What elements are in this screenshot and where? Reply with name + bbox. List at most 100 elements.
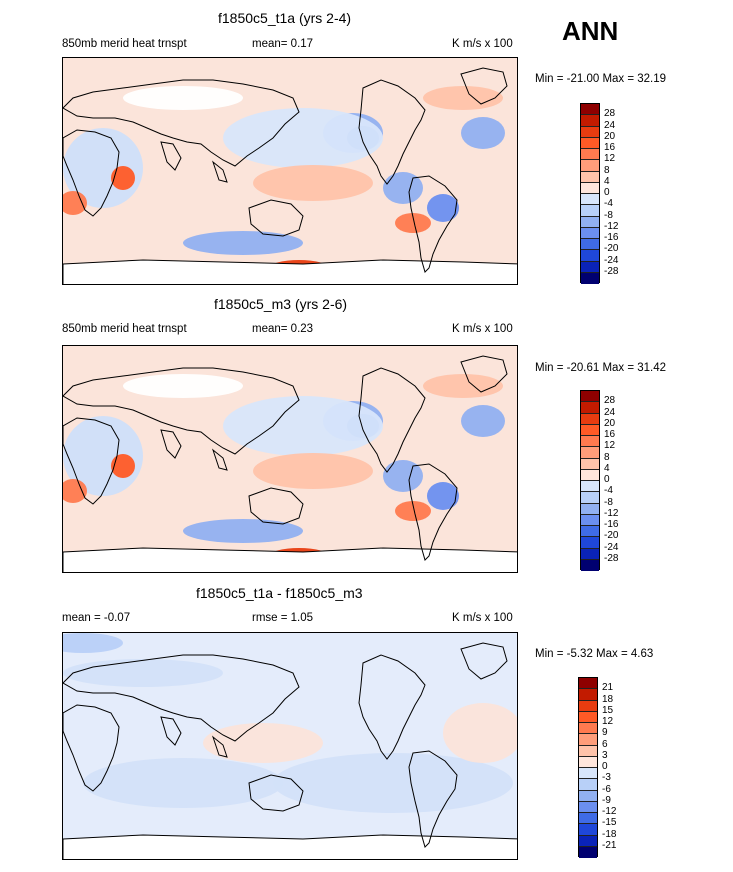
colorbar-swatch: [581, 503, 599, 515]
coastline: [63, 129, 120, 217]
colorbar-swatch: [581, 402, 599, 414]
coastline: [63, 367, 300, 455]
field-contour-region: [183, 519, 303, 543]
colorbar-tick-label: -28: [604, 265, 619, 277]
colorbar-swatch: [579, 700, 597, 712]
coastline: [160, 716, 182, 746]
colorbar-swatch: [579, 745, 597, 757]
colorbar-swatch: [581, 559, 599, 571]
colorbar-tick-label: 28: [604, 395, 616, 407]
colorbar-swatch: [581, 548, 599, 560]
panel3-title: f1850c5_t1a - f1850c5_m3: [196, 585, 363, 601]
colorbar-tick-label: -9: [602, 794, 611, 806]
colorbar-swatch: [581, 514, 599, 526]
colorbar-tick-label: -28: [604, 552, 619, 564]
colorbar-swatch: [581, 469, 599, 481]
coastline: [63, 79, 300, 167]
colorbar-swatch: [579, 689, 597, 701]
colorbar-tick-label: -15: [602, 817, 617, 829]
colorbar-swatch: [581, 413, 599, 425]
colorbar-swatch: [581, 104, 599, 116]
coastline: [460, 355, 508, 393]
colorbar-tick-label: -24: [604, 541, 619, 553]
field-contour-region: [423, 86, 503, 110]
colorbar-swatch: [579, 734, 597, 746]
colorbar-tick-label: 20: [604, 417, 616, 429]
colorbar-tick-label: -18: [602, 828, 617, 840]
panel2-variable-label: 850mb merid heat trnspt: [62, 323, 187, 335]
colorbar-tick-label: 6: [602, 738, 608, 750]
colorbar-swatch: [581, 526, 599, 538]
coastline: [63, 259, 517, 284]
colorbar-swatch: [579, 790, 597, 802]
colorbar-swatch: [581, 137, 599, 149]
coastline: [160, 141, 182, 171]
coastline: [160, 429, 182, 459]
colorbar-swatch: [581, 205, 599, 217]
field-contour-region: [83, 758, 283, 808]
field-contour-region: [273, 753, 513, 813]
colorbar-swatch: [581, 261, 599, 273]
colorbar-swatch: [581, 424, 599, 436]
field-contour-region: [253, 453, 373, 489]
field-contour-region: [111, 454, 135, 478]
coastline: [460, 642, 508, 680]
colorbar-tick-label: 0: [604, 187, 610, 198]
colorbar-tick-label: -16: [604, 519, 619, 530]
field-contour-region: [253, 165, 373, 201]
panel3-colorbar: [578, 677, 598, 858]
field-contour-region: [63, 659, 223, 687]
panel2-map: [62, 345, 518, 573]
colorbar-swatch: [581, 481, 599, 493]
colorbar-swatch: [581, 182, 599, 194]
colorbar-tick-label: 16: [604, 142, 616, 153]
colorbar-swatch: [581, 391, 599, 403]
colorbar-swatch: [581, 149, 599, 161]
colorbar-swatch: [579, 824, 597, 836]
panel1-mean-label: mean= 0.17: [252, 38, 314, 50]
field-contour-region: [395, 213, 431, 233]
colorbar-tick-label: 12: [604, 153, 616, 165]
panel1-units-label: K m/s x 100: [452, 38, 513, 50]
panel1-title: f1850c5_t1a (yrs 2-4): [218, 10, 352, 26]
coastline: [358, 79, 426, 185]
colorbar-swatch: [581, 458, 599, 470]
colorbar-tick-label: 15: [602, 704, 614, 716]
panel2-units-label: K m/s x 100: [452, 323, 513, 335]
panel2-mean-label: mean= 0.23: [252, 323, 314, 335]
field-contour-region: [395, 501, 431, 521]
coastline: [211, 448, 228, 471]
colorbar-tick-label: 21: [602, 682, 614, 694]
colorbar-tick-label: -4: [604, 485, 613, 497]
colorbar-tick-label: -12: [604, 220, 619, 232]
colorbar-swatch: [581, 272, 599, 284]
colorbar-swatch: [581, 126, 599, 138]
field-contour-region: [423, 374, 503, 398]
antarctica-mask: [63, 260, 517, 284]
colorbar-tick-label: 8: [604, 451, 610, 463]
colorbar-tick-label: -24: [604, 254, 619, 266]
colorbar-swatch: [581, 160, 599, 172]
season-label: ANN: [562, 16, 619, 46]
coastline: [63, 834, 517, 859]
colorbar-tick-label: 20: [604, 130, 616, 142]
colorbar-swatch: [581, 436, 599, 448]
colorbar-tick-label: -12: [602, 806, 617, 817]
field-contour-region: [427, 482, 459, 510]
colorbar-swatch: [581, 171, 599, 183]
colorbar-tick-label: 0: [604, 474, 610, 485]
colorbar-swatch: [581, 115, 599, 127]
colorbar-tick-label: 12: [602, 716, 614, 727]
colorbar-tick-label: -6: [602, 783, 611, 795]
antarctica-mask: [63, 548, 517, 572]
colorbar-swatch: [579, 723, 597, 735]
panel2-title: f1850c5_m3 (yrs 2-6): [214, 296, 348, 312]
field-contour-region: [63, 479, 87, 503]
colorbar-swatch: [581, 194, 599, 206]
field-contour-region: [111, 166, 135, 190]
panel3-map: [62, 632, 518, 860]
colorbar-swatch: [581, 216, 599, 228]
coastline: [63, 547, 517, 572]
colorbar-swatch: [579, 846, 597, 858]
coastline: [248, 199, 304, 237]
